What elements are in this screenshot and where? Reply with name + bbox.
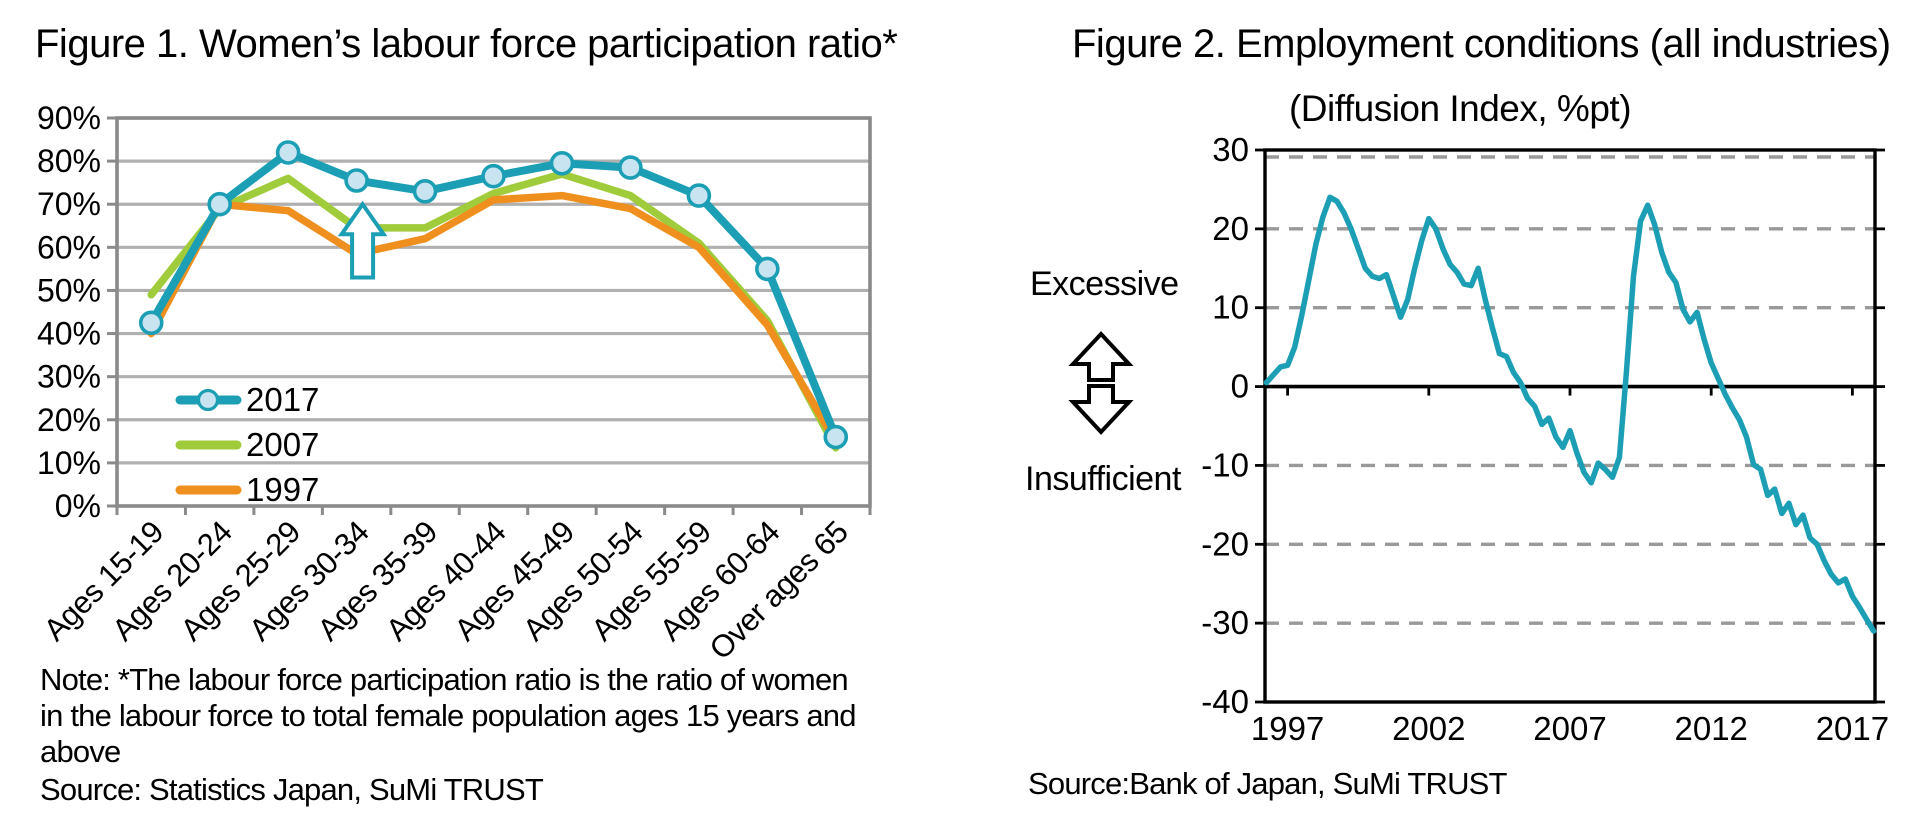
fig1-marker [207,191,232,217]
fig1-ytick-label: 70% [37,186,101,222]
figure1-title: Figure 1. Women’s labour force participa… [35,22,898,66]
fig1-legend-label-2017: 2017 [246,381,319,418]
fig1-plot-border [115,116,872,508]
fig1-ytick-label: 10% [37,445,101,481]
figure2-insufficient-label: Insufficient [1025,460,1181,498]
fig2-xtick-label: 2017 [1816,710,1889,747]
fig2-ytick-label: 30 [1212,131,1249,168]
figure1-note-line3: above [40,734,121,769]
fig2-ytick-label: -40 [1201,683,1249,720]
fig1-marker [275,140,301,165]
fig1-legend-marker [196,388,220,412]
figure2-subtitle: (Diffusion Index, %pt) [1288,88,1632,129]
fig2-plot-border [1263,148,1877,704]
fig2-xtick-label: 2012 [1674,710,1747,747]
fig1-series-1997 [147,191,840,446]
figure1-note-line1: Note: *The labour force participation ra… [40,662,849,697]
fig1-marker [686,183,712,208]
fig1-legend-label-2007: 2007 [246,426,319,463]
figure1-chart: 0%10%20%30%40%50%60%70%80%90%Ages 15-19A… [37,100,872,666]
fig1-ytick-label: 50% [37,272,101,308]
fig2-ytick-label: -10 [1201,446,1249,483]
figure2-excessive-label: Excessive [1030,265,1179,303]
fig1-ytick-label: 60% [37,229,101,265]
fig1-ytick-label: 40% [37,316,101,352]
fig2-ytick-label: 20 [1212,210,1249,247]
fig1-marker [618,155,643,180]
figure2-source: Source:Bank of Japan, SuMi TRUST [1028,766,1507,801]
figure2-chart: 1997 2002 2007 2012 2017 30 20 10 0 -10 -20 -30 -40 [1201,131,1889,747]
figure1-source: Source: Statistics Japan, SuMi TRUST [40,772,544,807]
fig1-ytick-label: 90% [37,100,101,136]
fig2-xtick-label: 2007 [1533,710,1606,747]
fig1-marker [549,150,575,176]
fig1-legend-label-1997: 1997 [246,471,319,508]
fig2-ytick-label: 10 [1212,289,1249,326]
fig2-ytick-label: 0 [1231,368,1249,405]
fig1-marker [344,168,369,193]
fig1-marker [138,310,164,336]
fig1-ytick-label: 30% [37,359,101,395]
fig2-xtick-label: 2002 [1392,710,1465,747]
fig1-marker [412,178,438,204]
fig1-marker [481,163,506,189]
fig2-ytick-label: -30 [1201,604,1249,641]
fig1-ytick-label: 20% [37,402,101,438]
fig1-marker [823,424,849,450]
fig1-ytick-label: 0% [55,488,101,524]
fig2-di-line [1263,194,1877,634]
figure1-note-line2: in the labour force to total female popu… [40,698,856,733]
fig1-ytick-label: 80% [37,143,101,179]
fig2-xtick-label: 1997 [1251,710,1324,747]
figure2-title: Figure 2. Employment conditions (all ind… [1072,22,1891,66]
fig1-up-arrow-annotation [337,200,388,280]
fig1-marker [755,256,780,282]
fig2-ytick-label: -20 [1201,525,1249,562]
updown-arrow-icon [1068,331,1134,435]
